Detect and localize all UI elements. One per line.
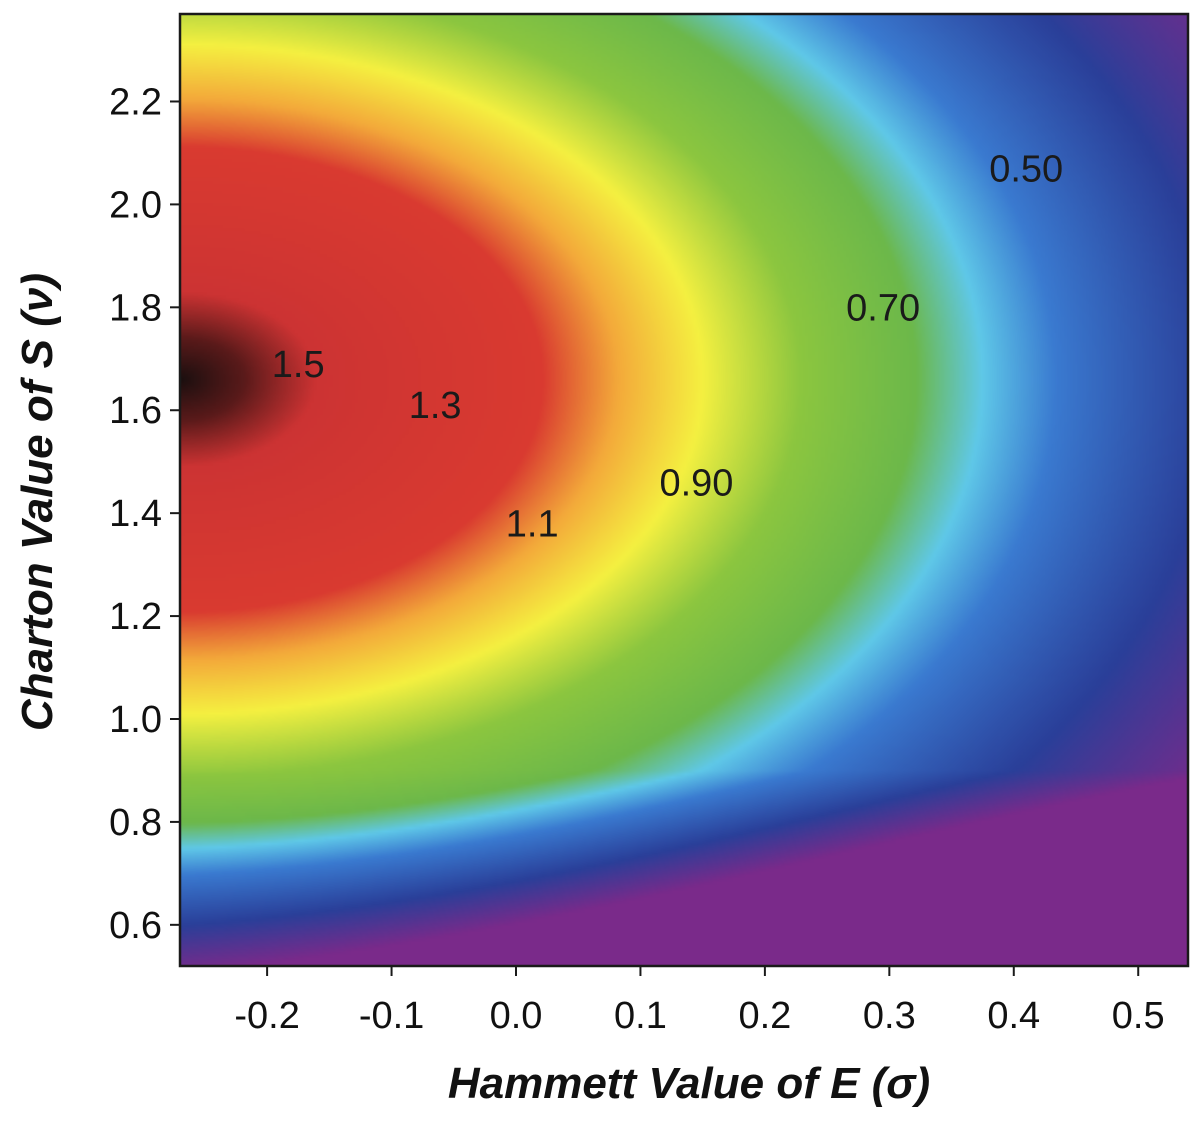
x-tick-label: 0.0 (490, 995, 543, 1037)
contour-label: 0.70 (846, 287, 920, 329)
x-tick-label: -0.2 (234, 995, 299, 1037)
contour-label: 1.3 (409, 385, 462, 427)
y-tick-label: 1.0 (109, 699, 162, 741)
y-tick-label: 0.8 (109, 802, 162, 844)
y-axis-title: Charton Value of S (ν) (13, 273, 62, 731)
contour-label: 0.90 (659, 462, 733, 504)
x-tick-label: 0.3 (863, 995, 916, 1037)
x-tick-label: 0.1 (614, 995, 667, 1037)
heatmap-image (180, 14, 1188, 966)
contour-label: 0.50 (989, 148, 1063, 190)
y-tick-label: 1.4 (109, 493, 162, 535)
y-axis: 0.6 0.8 1.0 1.2 1.4 1.6 1.8 2.0 2.2 (109, 81, 180, 947)
x-axis: -0.2 -0.1 0.0 0.1 0.2 0.3 0.4 0.5 (234, 966, 1165, 1037)
y-tick-label: 2.0 (109, 184, 162, 226)
plot-frame (178, 12, 1190, 968)
contour-label: 1.5 (272, 344, 325, 386)
contour-labels: 1.5 1.3 1.1 0.90 0.70 0.50 (272, 148, 1063, 545)
y-tick-label: 0.6 (109, 905, 162, 947)
x-tick-label: 0.5 (1112, 995, 1165, 1037)
x-tick-label: -0.1 (359, 995, 424, 1037)
contour-label: 1.1 (506, 503, 559, 545)
y-tick-label: 2.2 (109, 81, 162, 123)
x-tick-label: 0.2 (738, 995, 791, 1037)
x-axis-title: Hammett Value of E (σ) (448, 1059, 930, 1108)
y-tick-label: 1.6 (109, 390, 162, 432)
heatmap-surface (180, 14, 1188, 966)
y-tick-label: 1.8 (109, 287, 162, 329)
y-tick-label: 1.2 (109, 596, 162, 638)
x-tick-label: 0.4 (987, 995, 1040, 1037)
